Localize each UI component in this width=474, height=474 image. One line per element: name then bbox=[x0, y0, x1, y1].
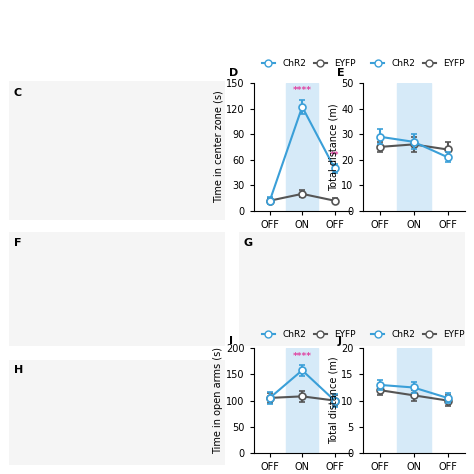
Text: ****: **** bbox=[292, 86, 312, 95]
Legend: ChR2, EYFP: ChR2, EYFP bbox=[367, 55, 468, 72]
Y-axis label: Time in center zone (s): Time in center zone (s) bbox=[213, 91, 223, 203]
Legend: ChR2, EYFP: ChR2, EYFP bbox=[258, 55, 359, 72]
Text: I: I bbox=[229, 336, 233, 346]
Text: ****: **** bbox=[292, 352, 312, 361]
Text: F: F bbox=[14, 238, 21, 248]
Bar bbox=[397, 83, 430, 211]
Legend: ChR2, EYFP: ChR2, EYFP bbox=[258, 327, 359, 343]
Text: J: J bbox=[337, 336, 341, 346]
Bar bbox=[286, 83, 319, 211]
Y-axis label: Total distance (m): Total distance (m) bbox=[328, 103, 338, 191]
Text: G: G bbox=[244, 238, 253, 248]
Text: D: D bbox=[229, 68, 238, 78]
Text: H: H bbox=[14, 365, 23, 375]
Bar bbox=[397, 348, 430, 453]
Text: **: ** bbox=[330, 151, 339, 160]
Y-axis label: Time in open arms (s): Time in open arms (s) bbox=[213, 347, 223, 454]
Legend: ChR2, EYFP: ChR2, EYFP bbox=[367, 327, 468, 343]
Bar bbox=[286, 348, 319, 453]
Y-axis label: Total distance (m): Total distance (m) bbox=[328, 357, 338, 444]
Text: E: E bbox=[337, 68, 345, 78]
Text: C: C bbox=[14, 88, 22, 98]
